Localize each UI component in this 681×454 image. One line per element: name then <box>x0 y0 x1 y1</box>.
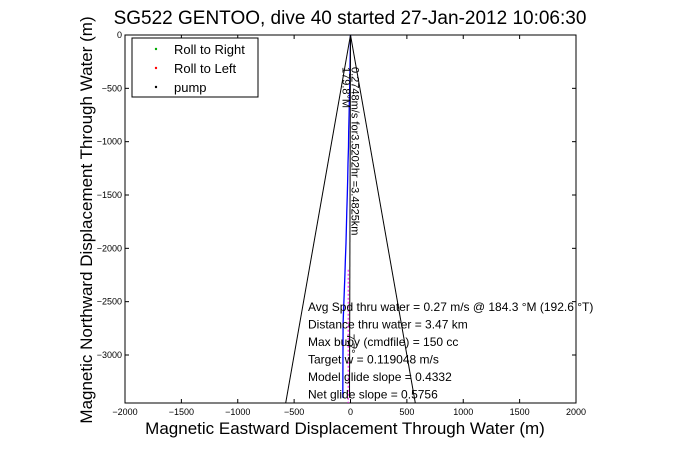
stats-annotations: Avg Spd thru water = 0.27 m/s @ 184.3 °M… <box>308 300 593 402</box>
series-cone-right <box>350 35 416 403</box>
legend-entry: Roll to Left <box>174 61 237 76</box>
x-axis-label: Magnetic Eastward Displacement Through W… <box>145 419 545 438</box>
series-track <box>342 35 352 398</box>
stats-line: Model glide slope = 0.4332 <box>308 370 452 384</box>
x-tick-label: 500 <box>399 407 414 417</box>
stats-line: Target w = 0.119048 m/s <box>308 353 439 367</box>
y-axis: 0 −500 −1000 −1500 −2000 −2500 −3000 <box>97 30 576 360</box>
x-tick-label: 1500 <box>510 407 530 417</box>
legend-marker <box>154 66 158 70</box>
y-tick-label: −3000 <box>97 350 122 360</box>
y-tick-label: −2000 <box>97 243 122 253</box>
legend-marker <box>154 47 158 51</box>
series-heading <box>349 35 351 398</box>
series-cone-left <box>285 35 351 403</box>
legend-entry: pump <box>174 80 207 95</box>
stats-line: Avg Spd thru water = 0.27 m/s @ 184.3 °M… <box>308 300 593 314</box>
x-tick-label: −2000 <box>112 407 137 417</box>
y-axis-label: Magnetic Northward Displacement Through … <box>77 16 96 423</box>
stats-line: Distance thru water = 3.47 km <box>308 318 468 332</box>
y-tick-label: −1000 <box>97 137 122 147</box>
x-tick-label: −1500 <box>169 407 194 417</box>
series-layer <box>285 35 416 403</box>
legend-entry: Roll to Right <box>174 42 245 57</box>
x-axis: −2000 −1500 −1000 −500 0 500 1000 1500 2000 <box>112 35 586 417</box>
chart-title: SG522 GENTOO, dive 40 started 27-Jan-201… <box>114 8 587 29</box>
y-tick-label: −500 <box>102 83 122 93</box>
x-tick-label: 1000 <box>453 407 473 417</box>
stats-line: Max buoy (cmdfile) = 150 cc <box>308 335 458 349</box>
rotated-annotation: 179.8°M <box>340 67 352 108</box>
x-tick-label: −1000 <box>225 407 250 417</box>
y-tick-label: −1500 <box>97 190 122 200</box>
stats-line: Net glide slope = 0.5756 <box>308 388 438 402</box>
y-tick-label: −2500 <box>97 297 122 307</box>
legend-marker <box>154 85 158 89</box>
y-tick-label: 0 <box>117 30 122 40</box>
rotated-annotation: 7.7° <box>344 334 356 354</box>
x-tick-label: −500 <box>284 407 304 417</box>
x-tick-label: 2000 <box>566 407 586 417</box>
legend: Roll to Right Roll to Left pump <box>131 37 259 98</box>
legend-box <box>131 37 259 98</box>
x-tick-label: 0 <box>348 407 353 417</box>
rotated-annotation: 0.2748m/s for3.5202hr =3.4825km <box>349 67 361 235</box>
